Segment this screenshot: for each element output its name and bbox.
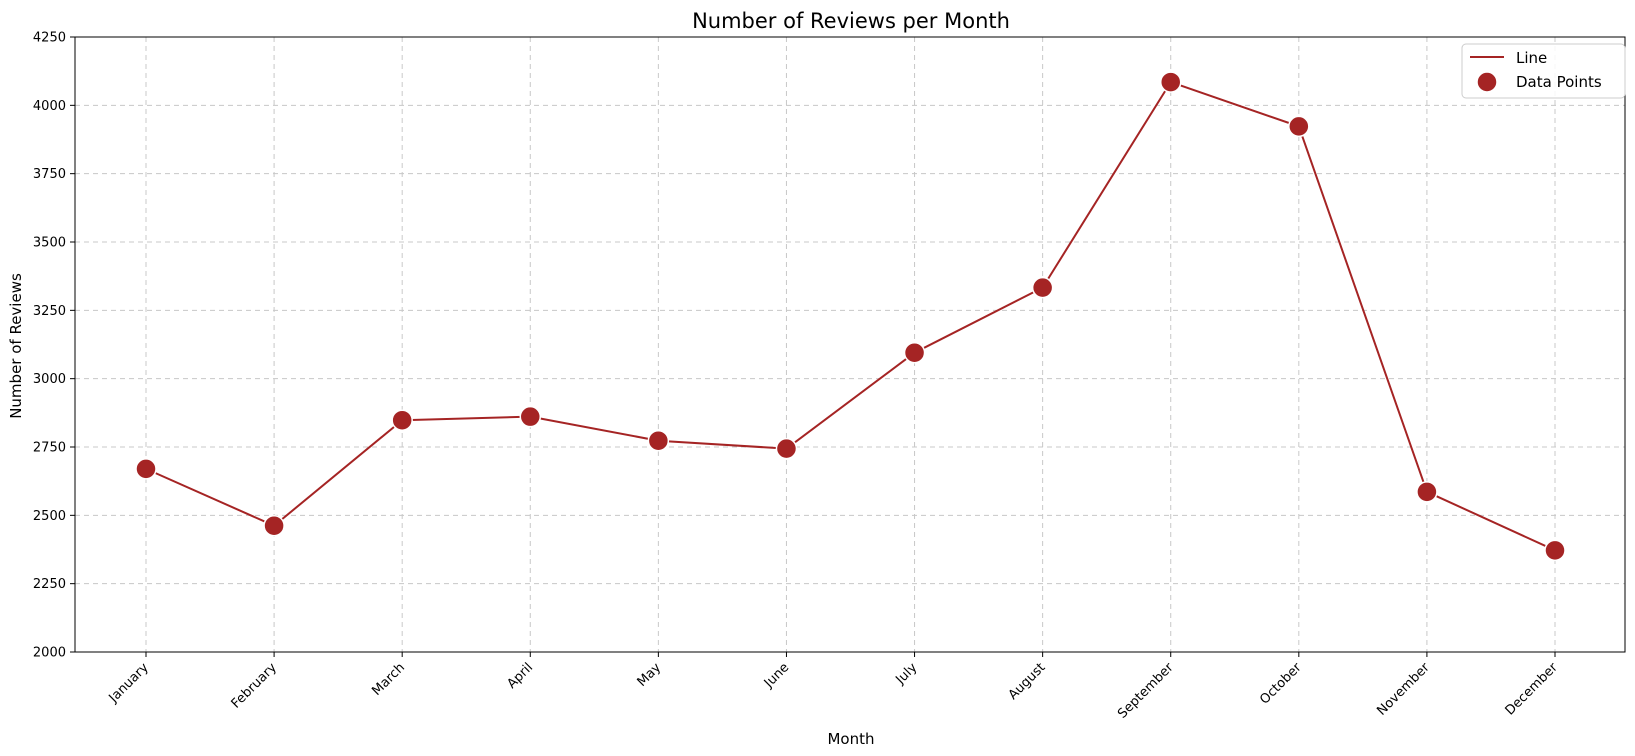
x-tick-label: July <box>893 660 921 688</box>
y-tick-label: 3500 <box>33 236 66 251</box>
chart-title: Number of Reviews per Month <box>692 9 1010 33</box>
x-tick-label: January <box>106 660 152 706</box>
data-point <box>775 437 798 460</box>
x-tick-label: March <box>369 660 408 699</box>
x-tick-label: August <box>1006 660 1049 703</box>
y-tick-label: 2500 <box>33 509 66 524</box>
y-tick-label: 2000 <box>33 646 66 661</box>
y-tick-label: 2250 <box>33 577 66 592</box>
legend-line-label: Line <box>1516 49 1547 67</box>
x-tick-label: November <box>1374 660 1433 719</box>
legend-marker-swatch <box>1476 71 1498 93</box>
data-point <box>135 458 157 480</box>
x-tick-label: May <box>635 660 665 690</box>
x-tick-label: December <box>1503 660 1562 719</box>
data-point <box>903 341 926 364</box>
data-point <box>519 405 542 428</box>
y-tick-label: 3000 <box>33 372 66 387</box>
y-tick-label: 4000 <box>33 99 66 114</box>
legend: Line Data Points <box>1461 43 1626 99</box>
grid-layer <box>75 36 1625 653</box>
y-tick-label: 3250 <box>33 304 66 319</box>
data-point <box>1544 539 1566 562</box>
legend-marker-label: Data Points <box>1516 73 1602 91</box>
x-tick-label: June <box>761 660 792 691</box>
data-point <box>263 514 285 537</box>
y-tick-label: 3750 <box>33 167 66 182</box>
label-layer: Number of Reviews per Month Month Number… <box>7 9 1010 748</box>
data-point <box>1159 71 1182 93</box>
series-line <box>145 81 1556 552</box>
x-tick-label: September <box>1115 660 1177 722</box>
y-tick-label: 4250 <box>33 31 66 46</box>
plot-frame <box>74 36 1626 653</box>
y-tick-label: 2750 <box>33 441 66 456</box>
data-point <box>647 429 670 452</box>
data-point <box>1031 276 1054 299</box>
data-point <box>391 409 413 431</box>
x-tick-label: October <box>1257 660 1305 708</box>
y-axis-label: Number of Reviews <box>7 273 25 419</box>
x-tick-label: April <box>504 660 536 692</box>
series-layer <box>135 71 1566 562</box>
data-point <box>1416 481 1438 503</box>
x-tick-label: February <box>229 660 281 712</box>
data-point <box>1288 115 1310 138</box>
x-axis-label: Month <box>827 730 874 748</box>
